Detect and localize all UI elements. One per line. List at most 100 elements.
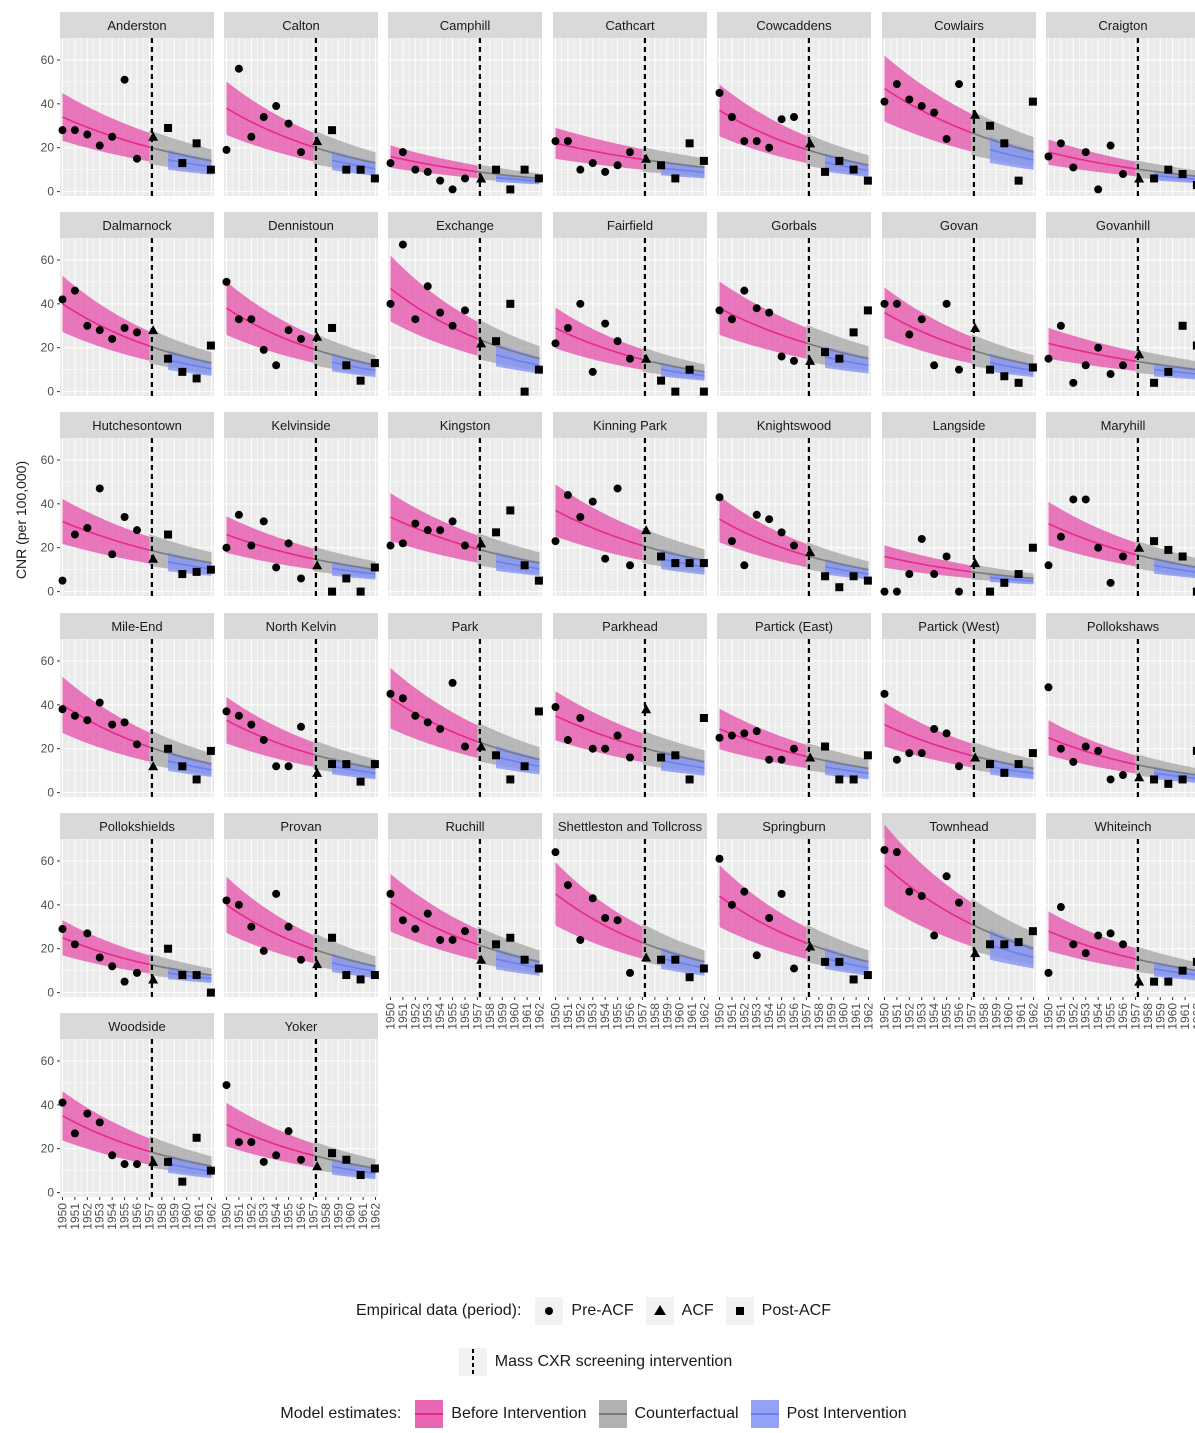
x-tick-label: 1950 — [1041, 1003, 1055, 1030]
post-acf-point — [685, 559, 694, 568]
acf-point — [641, 952, 652, 962]
acf-point — [312, 136, 323, 146]
pre-acf-point — [70, 711, 79, 720]
post-acf-point — [849, 165, 858, 174]
post-acf-point — [1178, 170, 1187, 179]
panel-title: Ruchill — [445, 819, 484, 834]
pre-acf-point — [234, 510, 243, 519]
post-acf-point — [534, 174, 543, 183]
before-intervention-band — [1048, 501, 1136, 567]
panel-title: Kelvinside — [271, 418, 330, 433]
pre-acf-point — [942, 729, 951, 738]
x-tick-label: 1955 — [611, 1003, 625, 1030]
x-tick-label: 1956 — [294, 1203, 308, 1230]
before-intervention-band — [390, 668, 478, 758]
post-acf-point — [986, 121, 995, 130]
y-tick-label: 60 — [41, 854, 55, 868]
pre-acf-point — [551, 537, 560, 546]
panel-north-kelvin: North Kelvin — [222, 613, 379, 797]
pre-acf-point — [448, 185, 457, 194]
post-acf-point — [534, 576, 543, 585]
post-acf-point — [164, 744, 173, 753]
post-acf-point — [821, 572, 830, 581]
post-intervention-line — [167, 972, 212, 980]
post-acf-point — [328, 760, 337, 769]
post-acf-point — [671, 174, 680, 183]
pre-acf-point — [892, 755, 901, 764]
pre-acf-point — [386, 299, 395, 308]
post-intervention-band — [168, 149, 212, 175]
panel-title: Yoker — [285, 1019, 318, 1034]
panel-kingston: Kingston — [386, 412, 543, 596]
post-acf-point — [506, 506, 515, 515]
post-acf-point — [685, 973, 694, 982]
pre-acf-point — [601, 319, 610, 328]
panel-title: Camphill — [440, 18, 491, 33]
x-tick-label: 1953 — [257, 1203, 271, 1230]
panel-park: Park — [386, 613, 543, 797]
x-tick-label: 1957 — [635, 1003, 649, 1030]
post-acf-point — [835, 775, 844, 784]
panel-whiteinch: Whiteinch1950195119521953195419551956195… — [1041, 813, 1195, 1030]
counterfactual-line — [1135, 763, 1195, 776]
post-acf-point — [1192, 957, 1195, 966]
pre-acf-point — [222, 145, 231, 154]
y-tick-label: 0 — [47, 185, 54, 199]
pre-acf-point — [930, 108, 939, 117]
x-tick-label: 1954 — [269, 1203, 283, 1230]
pre-acf-point — [423, 909, 432, 918]
x-tick-label: 1960 — [344, 1203, 358, 1230]
pre-acf-point — [930, 570, 939, 579]
panel-strip — [553, 613, 707, 639]
panel-title: Dalmarnock — [102, 218, 172, 233]
post-acf-point — [164, 530, 173, 539]
pre-acf-point — [917, 315, 926, 324]
before-intervention-line — [884, 723, 972, 757]
post-acf-point — [342, 165, 351, 174]
x-tick-label: 1950 — [219, 1203, 233, 1230]
post-intervention-line — [167, 1163, 212, 1173]
pre-acf-point — [1094, 185, 1103, 194]
x-tick-label: 1954 — [598, 1003, 612, 1030]
post-intervention-band — [496, 745, 540, 775]
pre-acf-point — [1069, 495, 1078, 504]
pre-acf-point — [917, 102, 926, 111]
pre-acf-point — [790, 964, 798, 973]
x-tick-label: 1951 — [1054, 1003, 1068, 1030]
x-tick-label: 1961 — [192, 1203, 206, 1230]
pre-acf-point — [588, 159, 597, 168]
before-intervention-band — [62, 676, 150, 762]
x-tick-label: 1961 — [849, 1003, 863, 1030]
post-acf-point — [206, 746, 215, 755]
panel-title: Langside — [933, 418, 986, 433]
pre-acf-point — [942, 299, 951, 308]
pre-acf-point — [70, 126, 79, 135]
post-intervention-band — [496, 948, 540, 976]
acf-point — [641, 353, 652, 363]
post-acf-point — [1000, 768, 1009, 777]
pre-acf-point — [905, 330, 914, 339]
x-tick-label: 1961 — [685, 1003, 699, 1030]
pre-acf-point — [1044, 152, 1053, 161]
before-intervention-line — [226, 107, 314, 148]
panel-strip — [553, 12, 707, 38]
panel-strip — [882, 12, 1036, 38]
pre-acf-point — [398, 539, 407, 548]
pre-acf-point — [765, 755, 774, 764]
post-acf-point — [492, 528, 501, 537]
acf-point — [641, 525, 652, 535]
pre-acf-point — [70, 1129, 79, 1138]
post-intervention-band — [496, 343, 540, 374]
pre-acf-point — [1081, 949, 1090, 958]
post-acf-point — [370, 174, 379, 183]
pre-acf-point — [461, 927, 469, 936]
x-tick-label: 1958 — [812, 1003, 826, 1030]
post-acf-point — [1164, 977, 1173, 986]
before-intervention-band — [884, 287, 972, 364]
counterfactual-line — [971, 349, 1034, 367]
post-acf-point — [370, 760, 379, 769]
counterfactual-line — [313, 948, 376, 968]
pre-acf-point — [551, 339, 560, 348]
before-intervention-line — [555, 509, 643, 547]
panel-parkhead: Parkhead — [551, 613, 708, 797]
